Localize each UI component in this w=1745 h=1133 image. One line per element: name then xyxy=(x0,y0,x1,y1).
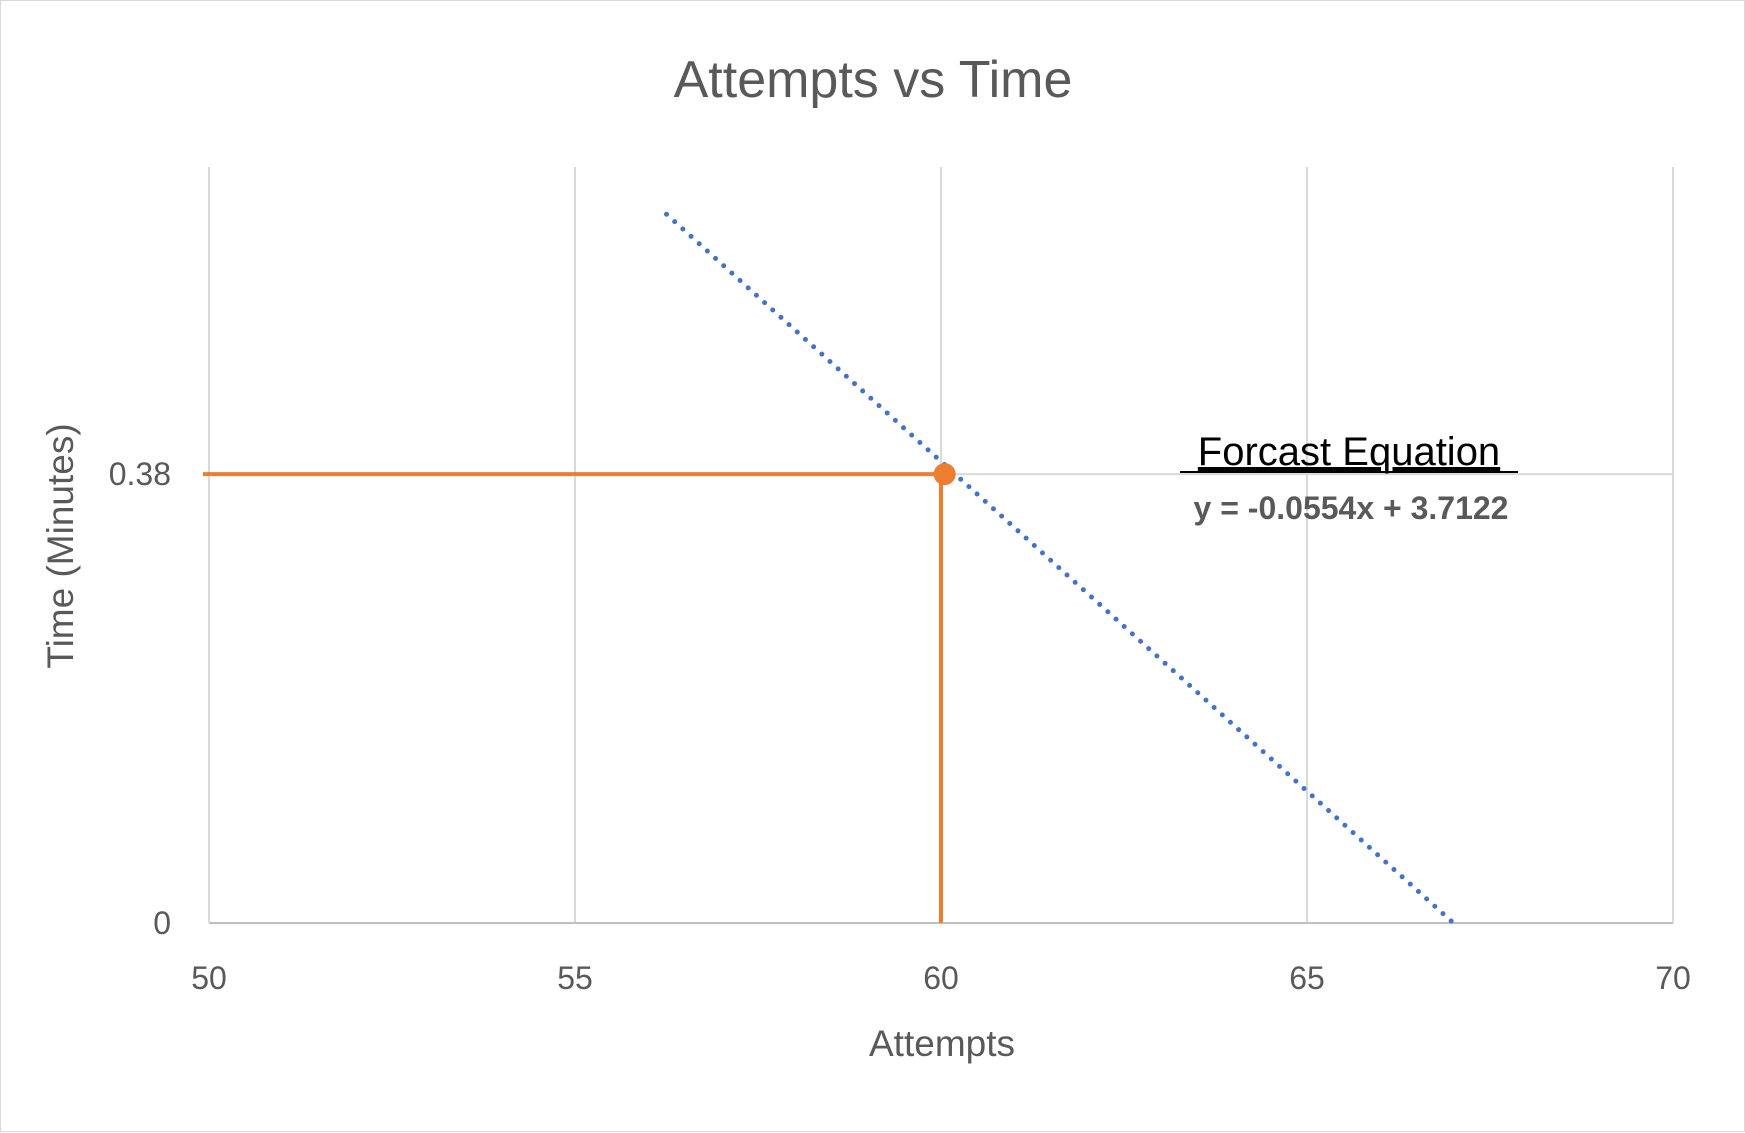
trend-line-0 xyxy=(664,211,1456,926)
chart-title: Attempts vs Time xyxy=(674,51,1073,109)
y-axis-title: Time (Minutes) xyxy=(40,423,81,668)
y-tick-label-0.38: 0.38 xyxy=(109,456,171,492)
series-layer xyxy=(664,211,1456,926)
x-tick-label-55: 55 xyxy=(557,960,593,996)
highlight-point xyxy=(933,463,956,486)
x-axis-title: Attempts xyxy=(869,1023,1015,1064)
x-tick-label-50: 50 xyxy=(191,960,227,996)
forecast-equation-formula: y = -0.0554x + 3.7122 xyxy=(1194,490,1509,526)
y-tick-labels: 00.38 xyxy=(109,456,171,941)
x-tick-label-60: 60 xyxy=(923,960,959,996)
y-tick-label-0: 0 xyxy=(153,905,171,941)
x-tick-label-70: 70 xyxy=(1655,960,1691,996)
reference-lines xyxy=(203,463,956,923)
x-tick-labels: 50 55 60 65 70 xyxy=(191,960,1691,996)
x-tick-label-65: 65 xyxy=(1289,960,1325,996)
forecast-equation-title: Forcast Equation xyxy=(1198,430,1500,474)
